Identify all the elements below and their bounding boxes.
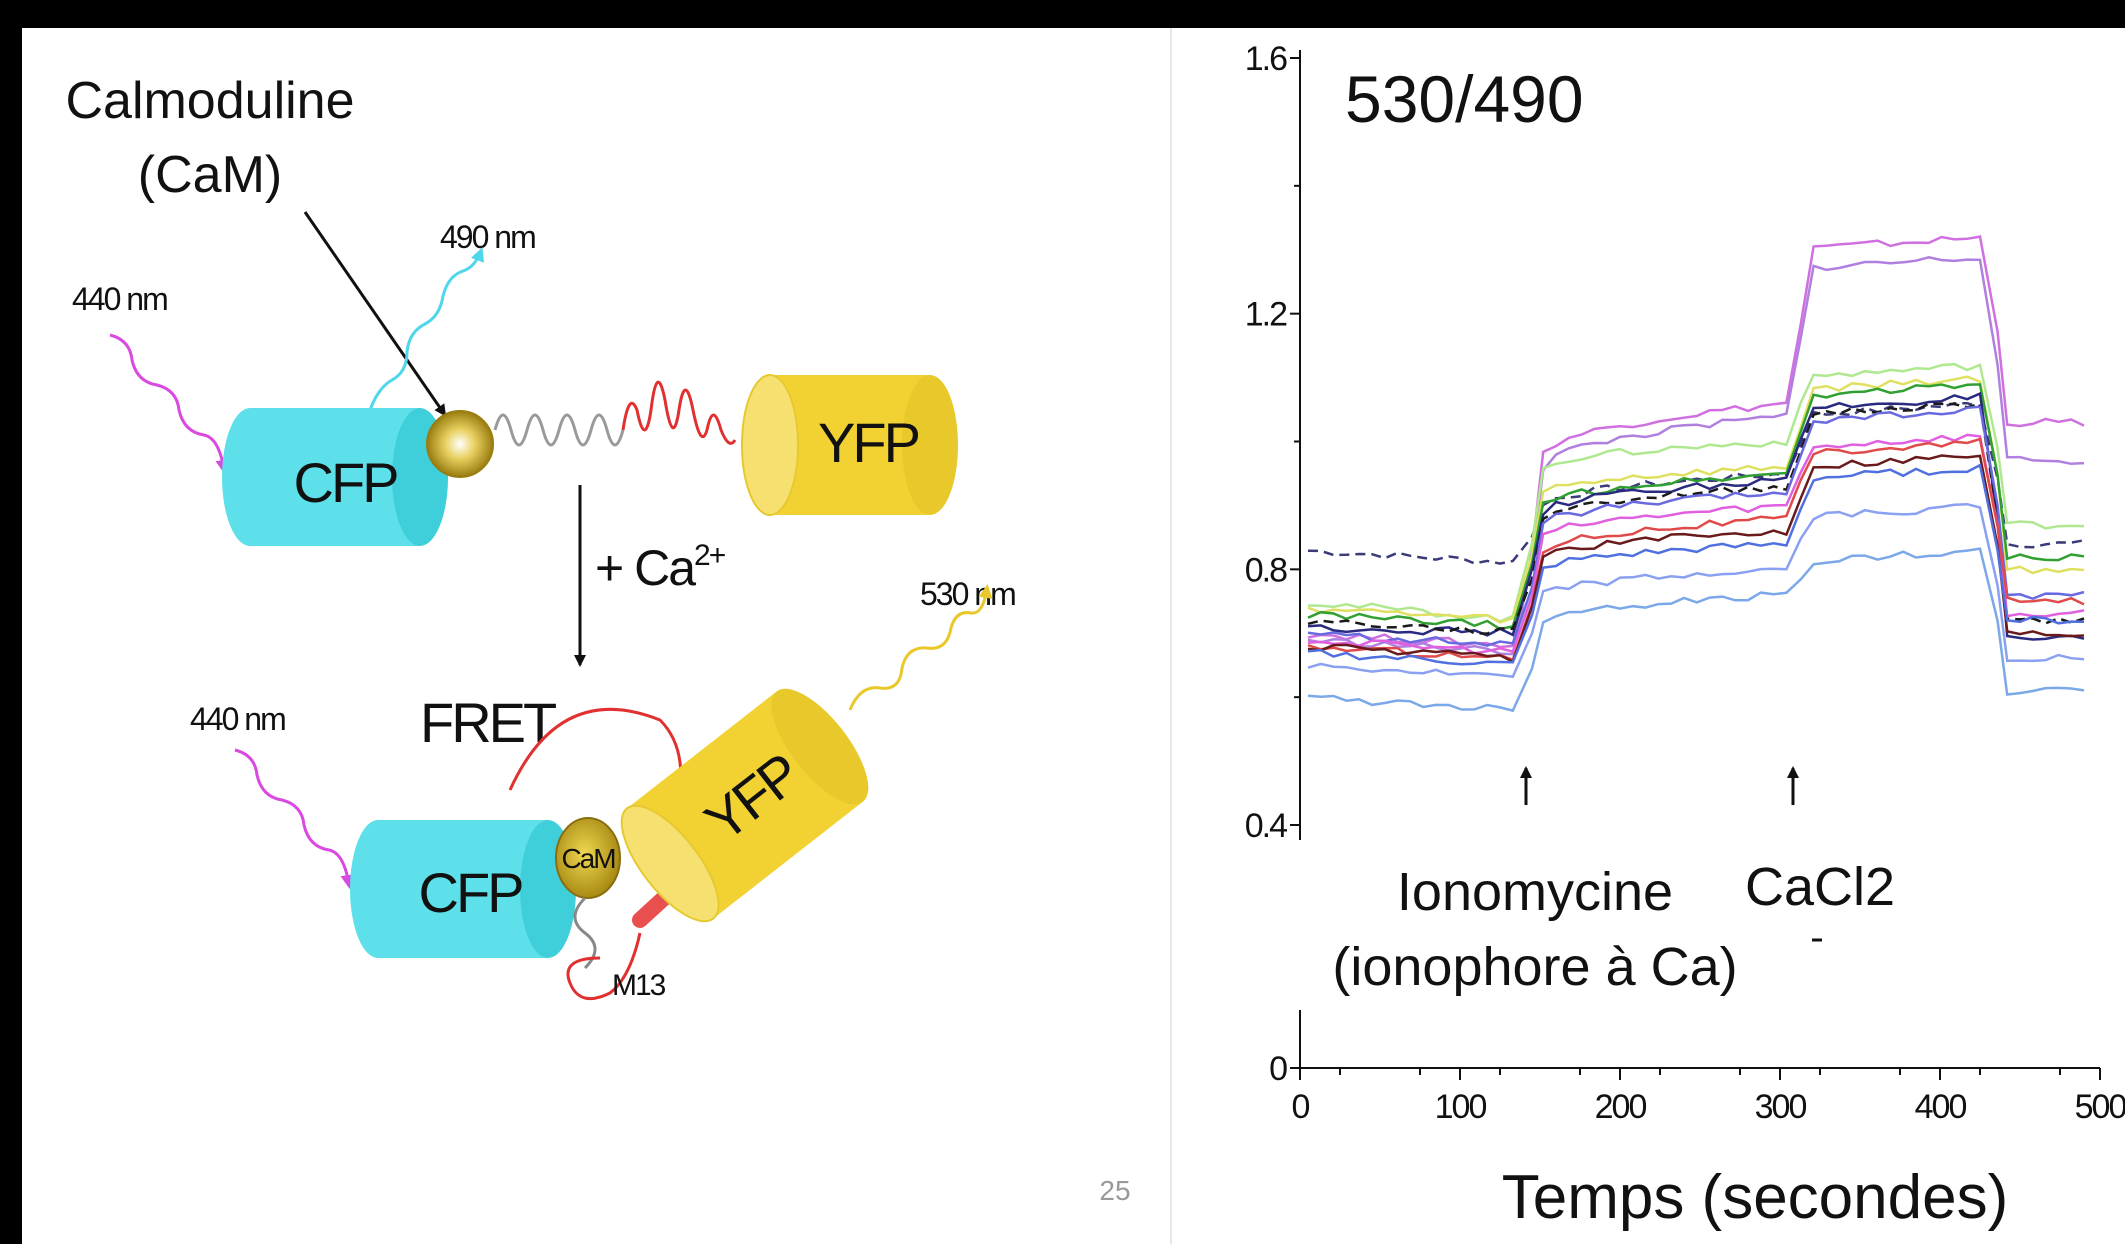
yfp-top-label: YFP [818, 411, 919, 474]
y-ticks: 0 0.4 0.8 1.2 1.6 [1245, 40, 1300, 1088]
x-axis-label: Temps (secondes) [1502, 1163, 2009, 1232]
wavelength-440-bottom: 440 nm [190, 701, 285, 737]
x-tick-label: 300 [1755, 1088, 1807, 1126]
series-line [1307, 362, 2085, 623]
slide-divider [1170, 28, 1172, 1244]
cam-small-label: CaM [561, 843, 615, 874]
series-line [1307, 547, 2085, 713]
cacl2-label: CaCl2 [1745, 857, 1895, 917]
wavelength-440-top: 440 nm [72, 281, 167, 317]
x-tick-label: 200 [1595, 1088, 1647, 1126]
calcium-superscript: 2+ [694, 539, 726, 572]
ionomycine-label: Ionomycine [1397, 862, 1673, 922]
x-tick-label: 500 [2075, 1088, 2125, 1126]
y-tick-label: 0 [1269, 1050, 1287, 1088]
calmodulin-label-line1: Calmoduline [65, 72, 354, 130]
fret-label: FRET [420, 691, 556, 754]
y-tick-label: 0.4 [1245, 807, 1287, 845]
series-line [1307, 405, 2085, 647]
m13-label: M13 [612, 969, 666, 1002]
calmodulin-sphere-top [426, 410, 494, 478]
yfp-top: YFP [741, 374, 958, 516]
ratio-chart: 0 0.4 0.8 1.2 1.6 0 100 200 300 400 500 530/490 I… [1245, 40, 2125, 1232]
calmodulin-label-line2: (CaM) [138, 146, 282, 204]
series-line [1307, 502, 2085, 679]
y-tick-label: 1.2 [1245, 296, 1287, 334]
x-tick-label: 100 [1435, 1088, 1487, 1126]
cfp-top-label: CFP [294, 451, 398, 514]
ionophore-label: (ionophore à Ca) [1332, 937, 1737, 997]
calmodulin-pointer-arrow [303, 211, 447, 417]
x-ticks: 0 100 200 300 400 500 [1292, 1068, 2125, 1126]
series-line [1307, 256, 2085, 656]
fret-transfer-arrow [508, 707, 690, 794]
emission-530-wave [848, 584, 993, 711]
linker-red [621, 380, 737, 445]
page-number: 25 [1099, 1175, 1130, 1206]
calmodulin-sphere-bottom: CaM [555, 817, 621, 899]
calcium-prefix: + Ca [595, 540, 696, 596]
emission-490-wave [368, 247, 485, 411]
series-line [1307, 383, 2085, 631]
series-line [1307, 375, 2085, 624]
series-line [1307, 454, 2085, 664]
cfp-top: CFP [222, 408, 448, 546]
chart-title: 530/490 [1345, 62, 1584, 136]
x-tick-label: 400 [1915, 1088, 1967, 1126]
series-group [1307, 235, 2085, 713]
slide [22, 28, 2125, 1244]
series-line [1307, 402, 2085, 635]
series-line [1307, 437, 2085, 662]
y-tick-label: 1.6 [1245, 40, 1287, 78]
excitation-440-bottom-wave [234, 748, 355, 889]
calcium-label: + Ca2+ [595, 539, 726, 596]
cfp-bottom-label: CFP [419, 861, 523, 924]
excitation-440-top-wave [109, 333, 230, 474]
x-tick-label: 0 [1292, 1088, 1310, 1126]
y-tick-label: 0.8 [1245, 551, 1287, 589]
series-line [1307, 433, 2085, 655]
linker-gray [493, 413, 625, 447]
yfp-bottom: YFP [620, 688, 869, 923]
fret-diagram: Calmoduline (CaM) 440 nm 490 nm CFP YFP [65, 72, 1130, 1206]
wavelength-530: 530 nm [920, 576, 1015, 612]
series-line [1307, 463, 2085, 666]
wavelength-490: 490 nm [440, 219, 535, 255]
cfp-bottom: CFP [350, 820, 576, 958]
